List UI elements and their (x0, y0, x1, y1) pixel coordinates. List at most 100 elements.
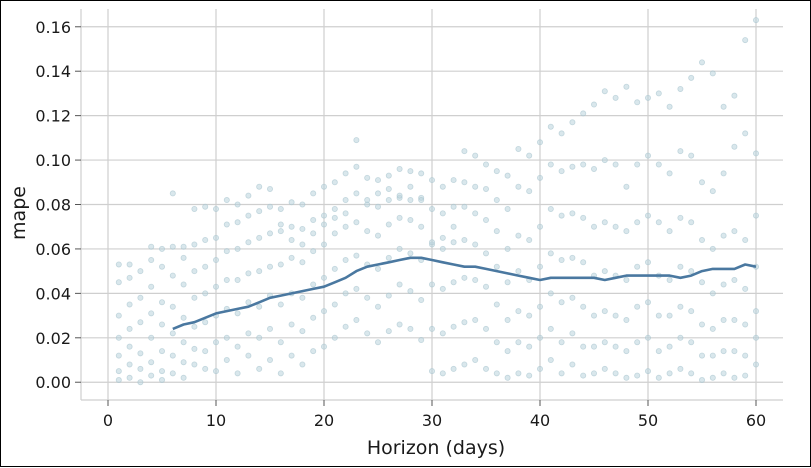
data-point (537, 365, 544, 372)
data-point (645, 259, 652, 266)
data-point (299, 361, 306, 368)
data-point (126, 325, 133, 332)
data-point (418, 297, 425, 304)
data-point (623, 277, 630, 284)
data-point (558, 212, 565, 219)
data-point (396, 214, 403, 221)
data-point (612, 312, 619, 319)
data-point (731, 92, 738, 99)
data-point (115, 261, 122, 268)
data-point (245, 239, 252, 246)
data-point (374, 232, 381, 239)
data-point (374, 203, 381, 210)
data-point (169, 303, 176, 310)
y-tick-label: 0.10 (35, 151, 71, 170)
data-point (591, 312, 598, 319)
data-point (331, 265, 338, 272)
data-point (396, 165, 403, 172)
y-tick-label: 0.00 (35, 373, 71, 392)
data-point (493, 301, 500, 308)
data-point (137, 268, 144, 275)
data-point (266, 185, 273, 192)
data-point (180, 339, 187, 346)
data-point (580, 161, 587, 168)
data-point (666, 228, 673, 235)
data-point (569, 294, 576, 301)
data-point (180, 243, 187, 250)
data-point (753, 308, 760, 315)
data-point (472, 152, 479, 159)
data-point (353, 285, 360, 292)
data-point (245, 330, 252, 337)
data-point (299, 241, 306, 248)
data-point (634, 372, 641, 379)
data-point (666, 103, 673, 110)
y-tick-label: 0.16 (35, 18, 71, 37)
data-point (688, 268, 695, 275)
data-point (364, 197, 371, 204)
data-point (601, 365, 608, 372)
data-point (115, 377, 122, 384)
data-point (688, 370, 695, 377)
data-point (645, 212, 652, 219)
data-point (655, 374, 662, 381)
data-point (753, 212, 760, 219)
data-point (158, 348, 165, 355)
data-point (299, 225, 306, 232)
data-point (320, 241, 327, 248)
data-point (461, 361, 468, 368)
data-point (234, 343, 241, 350)
data-point (677, 365, 684, 372)
x-tick-label: 50 (638, 411, 658, 430)
data-point (245, 299, 252, 306)
data-point (385, 254, 392, 261)
data-point (612, 370, 619, 377)
data-point (277, 261, 284, 268)
data-point (396, 321, 403, 328)
data-point (202, 237, 209, 244)
data-point (256, 234, 263, 241)
data-point (537, 223, 544, 230)
data-point (288, 237, 295, 244)
data-point (299, 328, 306, 335)
data-point (310, 348, 317, 355)
data-point (212, 368, 219, 375)
data-point (202, 263, 209, 270)
data-point (591, 101, 598, 108)
data-point (385, 197, 392, 204)
data-point (709, 70, 716, 77)
data-point (223, 221, 230, 228)
data-point (580, 372, 587, 379)
data-point (396, 281, 403, 288)
data-point (623, 317, 630, 324)
data-point (374, 265, 381, 272)
data-point (601, 268, 608, 275)
data-point (223, 334, 230, 341)
data-point (342, 323, 349, 330)
grid (75, 9, 783, 406)
data-point (504, 279, 511, 286)
data-point (699, 377, 706, 384)
data-point (364, 330, 371, 337)
data-point (547, 290, 554, 297)
data-point (558, 339, 565, 346)
data-point (158, 263, 165, 270)
data-point (288, 254, 295, 261)
data-point (547, 123, 554, 130)
data-point (266, 263, 273, 270)
x-tick-labels: 0 10 20 30 40 50 60 (103, 411, 766, 430)
data-point (169, 272, 176, 279)
data-point (148, 372, 155, 379)
data-point (612, 94, 619, 101)
data-point (191, 345, 198, 352)
data-point (342, 197, 349, 204)
data-point (310, 248, 317, 255)
data-point (580, 214, 587, 221)
x-tick-label: 30 (422, 411, 442, 430)
data-point (407, 197, 414, 204)
data-point (699, 237, 706, 244)
data-point (353, 190, 360, 197)
data-point (742, 237, 749, 244)
data-point (407, 168, 414, 175)
